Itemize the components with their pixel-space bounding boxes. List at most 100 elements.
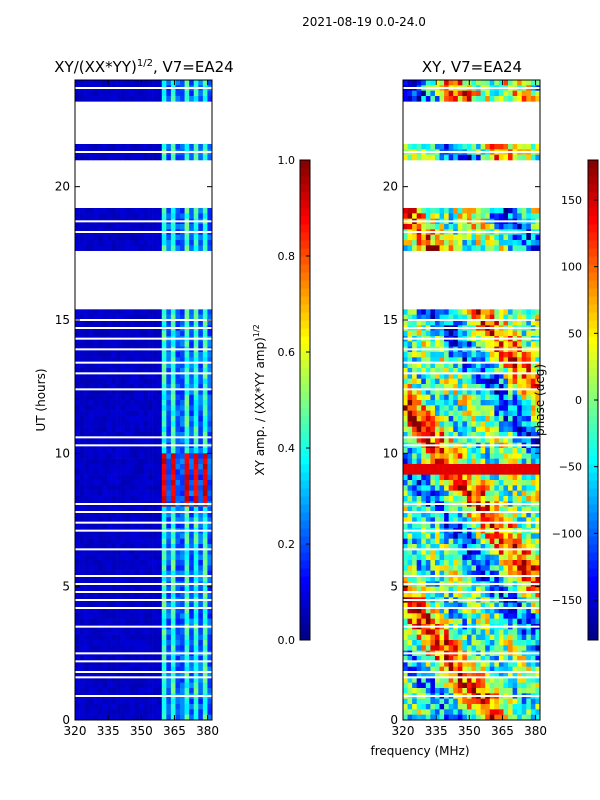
heatmap-cell xyxy=(494,394,500,401)
heatmap-cell xyxy=(476,421,481,427)
heatmap-cell xyxy=(189,629,195,635)
heatmap-cell xyxy=(476,357,481,363)
heatmap-cell xyxy=(120,144,126,150)
heatmap-cell xyxy=(202,586,208,593)
heatmap-cell xyxy=(466,384,472,390)
heatmap-cell xyxy=(88,586,94,593)
heatmap-cell xyxy=(430,341,436,347)
heatmap-cell xyxy=(93,378,99,385)
heatmap-cell xyxy=(152,96,158,102)
heatmap-cell xyxy=(530,485,536,491)
heatmap-cell xyxy=(152,224,158,230)
heatmap-cell xyxy=(517,586,523,593)
heatmap-cell xyxy=(189,656,195,662)
heatmap-cell xyxy=(106,400,112,406)
heatmap-cell xyxy=(444,474,449,481)
heatmap-cell xyxy=(503,213,509,219)
heatmap-cell xyxy=(157,432,163,438)
heatmap-cell xyxy=(143,698,149,705)
heatmap-cell xyxy=(403,565,408,571)
heatmap-cell xyxy=(148,586,153,593)
heatmap-cell xyxy=(448,352,454,358)
heatmap-cell xyxy=(434,586,440,593)
heatmap-cell xyxy=(530,437,536,443)
heatmap-cell xyxy=(439,378,445,385)
heatmap-cell xyxy=(202,490,208,497)
panel-amplitude-title-rest: , V7=EA24 xyxy=(153,58,234,76)
heatmap-cell xyxy=(79,394,85,401)
heatmap-cell xyxy=(111,245,117,251)
heatmap-cell xyxy=(75,432,80,438)
heatmap-cell xyxy=(79,405,85,411)
heatmap-cell xyxy=(403,240,408,246)
heatmap-cell xyxy=(508,245,513,251)
heatmap-cell xyxy=(166,480,172,486)
heatmap-cell xyxy=(198,656,204,662)
heatmap-cell xyxy=(466,405,472,411)
heatmap-cell xyxy=(193,565,199,571)
heatmap-cell xyxy=(84,330,89,337)
heatmap-cell xyxy=(425,240,431,246)
heatmap-cell xyxy=(448,357,454,363)
heatmap-cell xyxy=(466,512,472,518)
heatmap-cell xyxy=(175,464,181,470)
heatmap-cell xyxy=(180,677,185,683)
heatmap-cell xyxy=(425,437,431,443)
heatmap-cell xyxy=(434,314,440,321)
heatmap-cell xyxy=(166,80,172,86)
heatmap-cell xyxy=(430,533,436,539)
heatmap-cell xyxy=(161,682,167,689)
heatmap-cell xyxy=(184,544,190,550)
heatmap-cell xyxy=(494,314,500,321)
gap-line xyxy=(75,695,212,697)
heatmap-cell xyxy=(84,480,89,486)
heatmap-cell xyxy=(152,586,158,593)
heatmap-cell xyxy=(439,549,445,555)
heatmap-cell xyxy=(184,666,190,673)
heatmap-cell xyxy=(421,144,427,150)
heatmap-cell xyxy=(202,352,208,358)
heatmap-cell xyxy=(138,368,144,374)
heatmap-cell xyxy=(184,373,190,379)
heatmap-cell xyxy=(102,208,108,214)
heatmap-cell xyxy=(143,533,149,539)
heatmap-cell xyxy=(125,96,131,102)
heatmap-cell xyxy=(102,224,108,230)
heatmap-cell xyxy=(97,234,103,241)
heatmap-cell xyxy=(508,394,513,401)
heatmap-cell xyxy=(508,90,513,97)
heatmap-cell xyxy=(134,240,140,246)
heatmap-cell xyxy=(111,672,117,678)
heatmap-cell xyxy=(503,464,509,470)
heatmap-cell xyxy=(88,154,94,161)
heatmap-cell xyxy=(84,549,89,555)
heatmap-cell xyxy=(498,549,504,555)
heatmap-cell xyxy=(453,234,459,241)
heatmap-cell xyxy=(166,448,172,454)
heatmap-cell xyxy=(102,416,108,422)
heatmap-cell xyxy=(457,533,463,539)
heatmap-cell xyxy=(157,464,163,470)
heatmap-cell xyxy=(207,608,213,614)
heatmap-cell xyxy=(166,240,172,246)
heatmap-cell xyxy=(97,560,103,566)
heatmap-cell xyxy=(102,80,108,86)
heatmap-cell xyxy=(517,80,523,86)
heatmap-cell xyxy=(193,352,199,358)
heatmap-cell xyxy=(106,394,112,401)
heatmap-cell xyxy=(79,410,85,417)
heatmap-cell xyxy=(494,144,500,150)
heatmap-cell xyxy=(512,368,518,374)
heatmap-cell xyxy=(444,538,449,545)
heatmap-cell xyxy=(407,490,413,497)
heatmap-cell xyxy=(416,394,422,401)
heatmap-cell xyxy=(471,224,477,230)
heatmap-cell xyxy=(184,634,190,641)
heatmap-cell xyxy=(184,80,190,86)
heatmap-cell xyxy=(161,421,167,427)
heatmap-cell xyxy=(434,80,440,86)
heatmap-cell xyxy=(102,96,108,102)
heatmap-cell xyxy=(166,144,172,150)
heatmap-cell xyxy=(116,538,121,545)
heatmap-cell xyxy=(462,405,468,411)
